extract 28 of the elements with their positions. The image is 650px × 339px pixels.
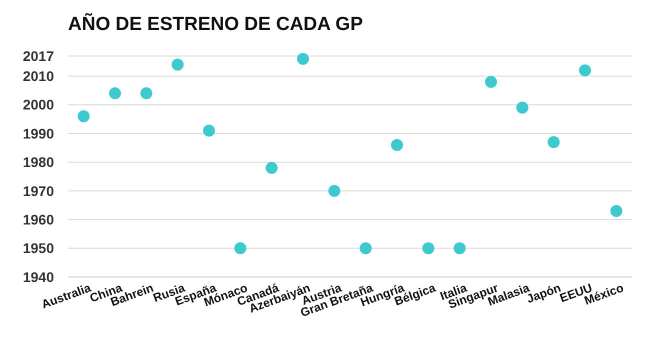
point bbox=[234, 242, 246, 254]
y-tick-label: 1950 bbox=[22, 240, 54, 256]
point bbox=[266, 162, 278, 174]
y-tick-label: 2000 bbox=[22, 96, 54, 113]
point bbox=[454, 242, 466, 254]
point bbox=[172, 58, 184, 71]
point bbox=[140, 87, 152, 100]
point bbox=[579, 64, 591, 76]
y-tick-label: 1990 bbox=[22, 125, 54, 142]
point bbox=[109, 87, 121, 100]
point bbox=[485, 76, 497, 88]
chart-title: AÑO DE ESTRENO DE CADA GP bbox=[68, 13, 364, 35]
point bbox=[610, 204, 622, 217]
y-tick-label: 2010 bbox=[22, 68, 54, 84]
y-tick-label: 1970 bbox=[22, 182, 54, 199]
point bbox=[548, 136, 560, 148]
point bbox=[422, 242, 434, 254]
y-tick-label: 1960 bbox=[22, 211, 54, 228]
point bbox=[297, 52, 309, 65]
point bbox=[360, 242, 372, 254]
y-tick-label: 1980 bbox=[22, 154, 54, 170]
point bbox=[78, 110, 90, 122]
y-tick-label: 1940 bbox=[22, 268, 54, 285]
point bbox=[328, 184, 340, 197]
point bbox=[516, 102, 528, 114]
y-tick-label: 2017 bbox=[22, 48, 54, 64]
point bbox=[391, 138, 403, 151]
point bbox=[203, 124, 215, 137]
